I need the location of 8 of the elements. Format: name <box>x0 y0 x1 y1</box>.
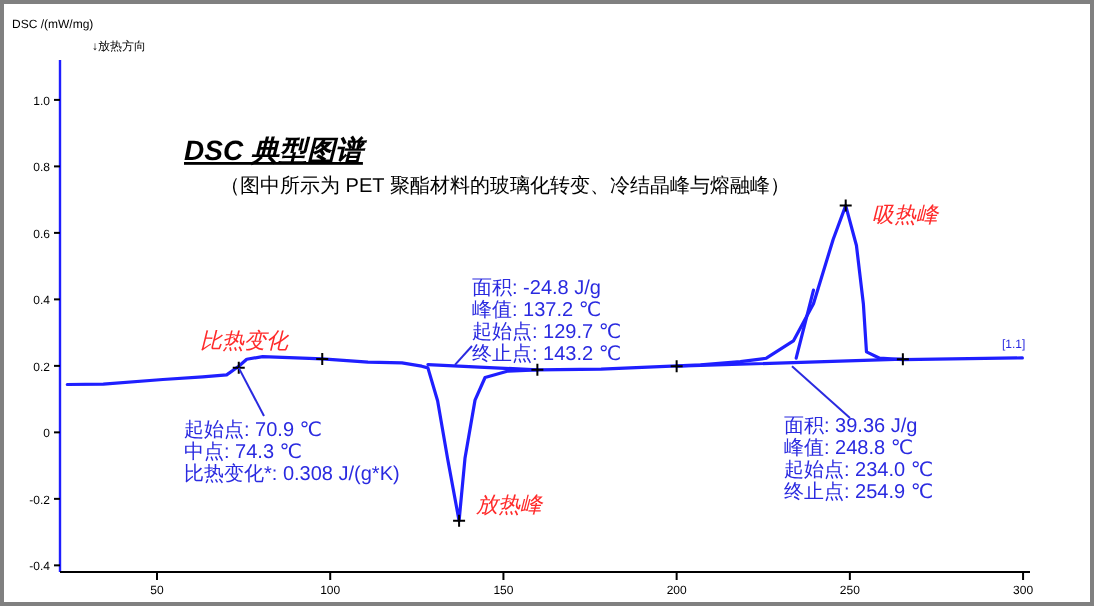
text: DSC 典型图谱 <box>184 134 369 166</box>
annotation: 放热峰 <box>476 494 544 518</box>
annotation: 吸热峰 <box>872 204 940 228</box>
annotation: 面积: 39.36 J/g 峰值: 248.8 ℃ 起始点: 234.0 ℃ 终止点: 254.9 ℃ <box>784 416 934 504</box>
annotation: 比热变化 <box>200 328 290 354</box>
annotation: 起始点: 70.9 ℃ 中点: 74.3 ℃ 比热变化*: 0.308 J/(g*K) <box>184 418 400 486</box>
annotation: 面积: -24.8 J/g 峰值: 137.2 ℃ 起始点: 129.7 ℃ 终止点: 143.2 ℃ <box>472 278 622 366</box>
text: （图中所示为 PET 聚酯材料的玻璃化转变、冷结晶峰与熔融峰） <box>220 174 790 198</box>
